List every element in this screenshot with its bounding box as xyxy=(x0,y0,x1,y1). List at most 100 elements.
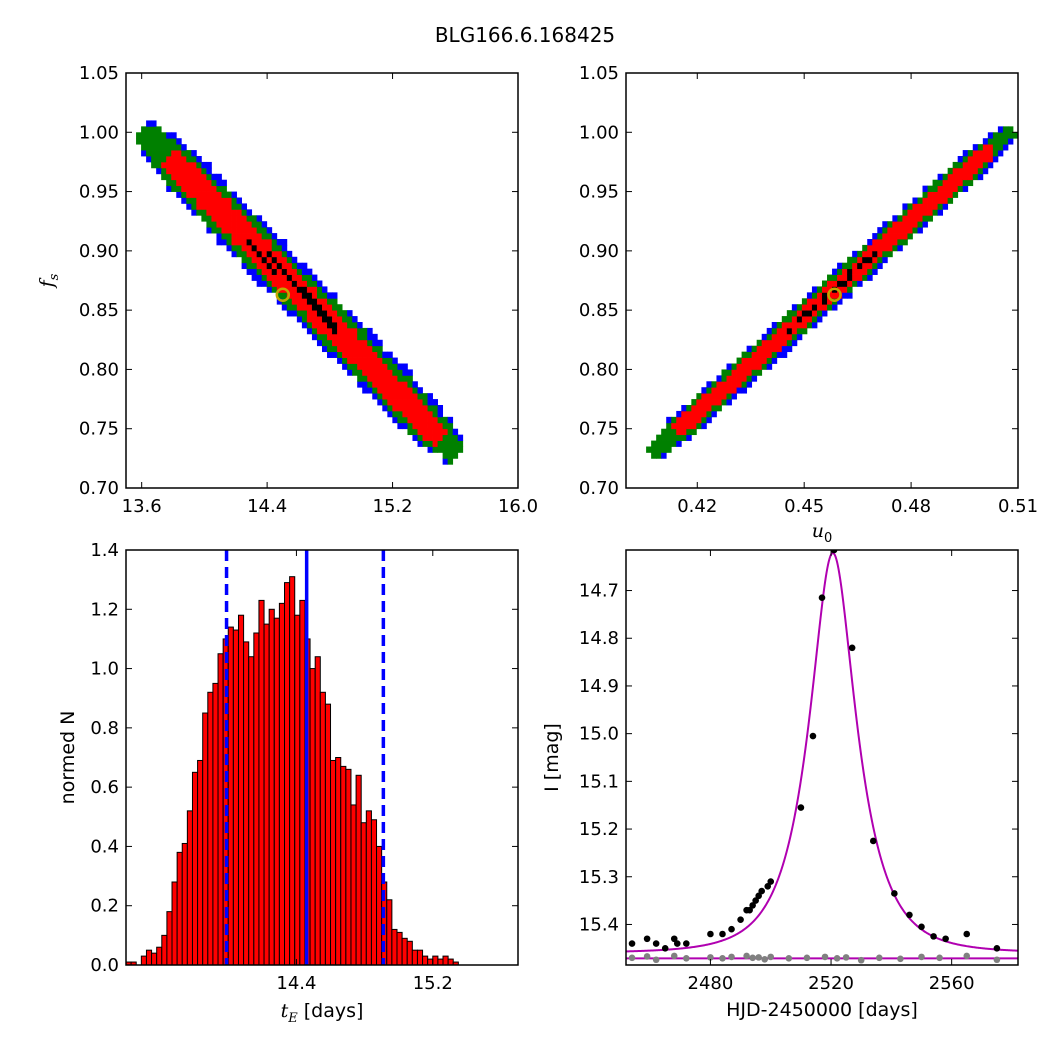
heatmap-cell xyxy=(852,280,858,287)
x-tick-label: 0.42 xyxy=(677,496,717,517)
heatmap-cell xyxy=(151,126,157,133)
heatmap-cell xyxy=(412,416,418,424)
heatmap-cell xyxy=(301,310,308,317)
residual-point xyxy=(842,954,850,961)
heatmap-cell xyxy=(917,227,923,234)
heatmap-cell xyxy=(932,209,938,216)
heatmap-cell xyxy=(226,239,232,246)
heatmap-cell xyxy=(372,339,378,347)
heatmap-cell xyxy=(977,144,984,151)
heatmap-cell xyxy=(337,327,343,335)
heatmap-cell xyxy=(176,173,182,181)
heatmap-cell xyxy=(186,173,192,181)
heatmap-cell xyxy=(397,369,403,376)
heatmap-cell xyxy=(997,144,1004,151)
heatmap-cell xyxy=(872,239,878,246)
heatmap-cell xyxy=(176,167,182,175)
heatmap-cell xyxy=(226,191,232,198)
heatmap-cell xyxy=(196,209,202,216)
heatmap-cell xyxy=(432,405,438,412)
heatmap-cell xyxy=(796,304,803,311)
heatmap-cell xyxy=(332,316,338,323)
heatmap-cell xyxy=(221,203,227,210)
heatmap-cell xyxy=(372,363,378,370)
heatmap-cell xyxy=(201,161,207,169)
heatmap-cell xyxy=(186,197,192,204)
heatmap-cell xyxy=(186,179,192,187)
heatmap-cell xyxy=(362,363,368,370)
heatmap-cell xyxy=(852,274,858,281)
heatmap-cell xyxy=(447,416,454,424)
heatmap-cell xyxy=(402,399,408,406)
heatmap-cell xyxy=(171,185,177,192)
heatmap-cell xyxy=(181,179,187,187)
heatmap-cell xyxy=(987,150,994,157)
heatmap-cell xyxy=(296,298,303,305)
heatmap-cell xyxy=(442,422,449,430)
residual-point xyxy=(897,955,904,963)
heatmap-cell xyxy=(847,286,853,293)
histogram-bar xyxy=(350,804,357,966)
y-tick-label: 1.0 xyxy=(90,659,119,680)
histogram-bar xyxy=(319,691,326,966)
heatmap-cell xyxy=(771,327,778,335)
heatmap-cell xyxy=(967,173,974,181)
heatmap-cell xyxy=(251,250,258,258)
heatmap-cell xyxy=(377,363,383,370)
heatmap-cell xyxy=(266,280,273,287)
heatmap-cell xyxy=(342,363,348,370)
heatmap-cell xyxy=(811,286,818,293)
histogram-bar xyxy=(217,653,224,966)
heatmap-cell xyxy=(801,310,808,317)
data-point xyxy=(683,940,690,947)
heatmap-cell xyxy=(206,161,212,169)
heatmap-cell xyxy=(741,369,748,376)
histogram-bar xyxy=(248,656,255,966)
histogram-bar xyxy=(212,682,219,966)
heatmap-cell xyxy=(781,333,788,341)
heatmap-cell xyxy=(761,333,768,341)
heatmap-cell xyxy=(276,280,283,287)
heatmap-cell xyxy=(887,221,893,228)
heatmap-cell xyxy=(322,316,328,323)
heatmap-cell xyxy=(806,292,813,299)
heatmap-cell xyxy=(236,239,242,246)
histogram-bar xyxy=(161,934,168,966)
heatmap-cell xyxy=(387,357,393,364)
data-point xyxy=(891,890,898,897)
heatmap-cell xyxy=(256,262,263,270)
heatmap-cell xyxy=(706,381,712,388)
heatmap-cell xyxy=(291,292,298,299)
heatmap-cell xyxy=(251,239,258,246)
x-tick-label: 0.45 xyxy=(784,496,824,517)
heatmap-cell xyxy=(882,256,888,264)
heatmap-cell xyxy=(701,393,707,400)
heatmap-cell xyxy=(982,167,989,175)
model-curve xyxy=(626,551,1018,953)
heatmap-cell xyxy=(666,446,672,453)
heatmap-cell xyxy=(281,292,288,299)
heatmap-cell xyxy=(231,215,237,222)
heatmap-cell xyxy=(332,298,338,305)
panel-tE-vs-fs: 13.6 14.4 15.2 16.0 0.70 0.75 0.80 0.85 0.90 0.95… xyxy=(36,63,538,517)
heatmap-cell xyxy=(651,446,657,453)
x-tick-label: 2520 xyxy=(808,973,854,994)
heatmap-cell xyxy=(816,304,823,311)
heatmap-cell xyxy=(776,333,783,341)
residual-point xyxy=(652,956,660,964)
histogram-bar xyxy=(171,881,178,966)
heatmap-cell xyxy=(412,434,418,441)
heatmap-cell xyxy=(281,304,288,311)
heatmap-cell xyxy=(967,150,974,157)
heatmap-cell xyxy=(226,215,232,222)
heatmap-cell xyxy=(666,422,672,430)
heatmap-cell xyxy=(892,233,898,240)
heatmap-cell xyxy=(382,357,388,364)
heatmap-cell xyxy=(266,268,273,275)
heatmap-cell xyxy=(251,227,258,234)
histogram-bar xyxy=(432,955,439,966)
heatmap-cell xyxy=(372,381,378,388)
heatmap-cell xyxy=(311,316,318,323)
heatmap-cell xyxy=(741,363,748,370)
